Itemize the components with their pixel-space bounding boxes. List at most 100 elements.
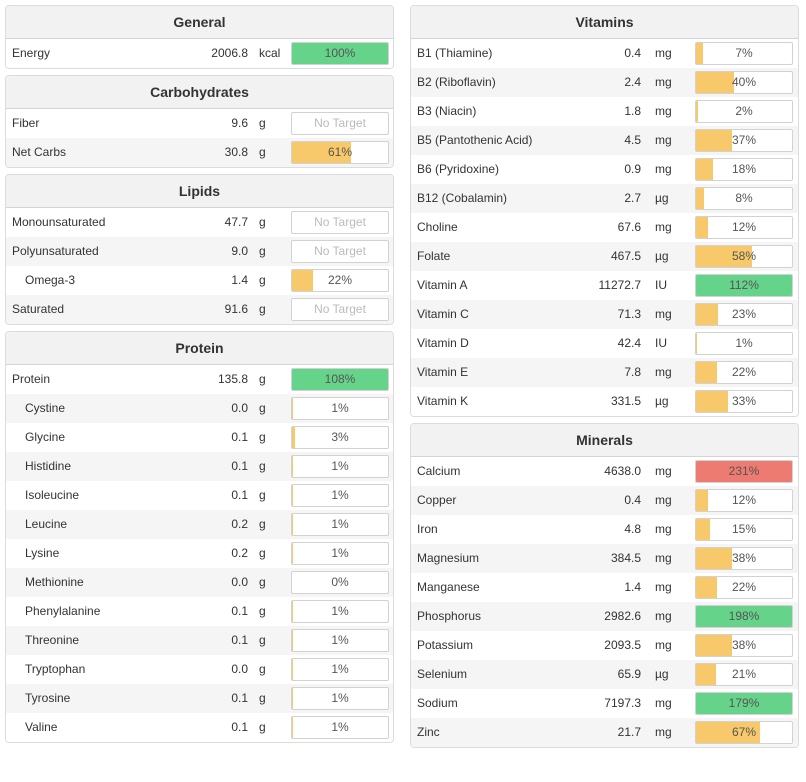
- progress-fill: [292, 398, 293, 419]
- nutrient-row[interactable]: Valine 0.1 g 1%: [6, 713, 393, 742]
- nutrient-row[interactable]: Fiber 9.6 g No Target: [6, 109, 393, 138]
- nutrient-row[interactable]: Lysine 0.2 g 1%: [6, 539, 393, 568]
- nutrient-amount: 67.6: [617, 220, 641, 234]
- nutrient-unit: mg: [655, 162, 672, 176]
- nutrient-unit: mg: [655, 464, 672, 478]
- nutrient-name: Threonine: [25, 633, 80, 647]
- nutrient-row[interactable]: Leucine 0.2 g 1%: [6, 510, 393, 539]
- nutrient-row[interactable]: Cystine 0.0 g 1%: [6, 394, 393, 423]
- nutrient-row[interactable]: Calcium 4638.0 mg 231%: [411, 457, 798, 486]
- target-progress-bar: 108%: [291, 368, 389, 391]
- nutrient-unit: mg: [655, 365, 672, 379]
- nutrient-amount: 1.4: [231, 273, 248, 287]
- nutrient-amount: 0.4: [624, 493, 641, 507]
- nutrient-row[interactable]: B12 (Cobalamin) 2.7 µg 8%: [411, 184, 798, 213]
- nutrient-row[interactable]: B2 (Riboflavin) 2.4 mg 40%: [411, 68, 798, 97]
- nutrient-row[interactable]: Histidine 0.1 g 1%: [6, 452, 393, 481]
- nutrient-row[interactable]: B3 (Niacin) 1.8 mg 2%: [411, 97, 798, 126]
- progress-label: 8%: [735, 191, 753, 205]
- nutrient-name: B6 (Pyridoxine): [417, 162, 500, 176]
- nutrient-name: Magnesium: [417, 551, 480, 565]
- nutrient-unit: g: [259, 575, 266, 589]
- nutrient-row[interactable]: Magnesium 384.5 mg 38%: [411, 544, 798, 573]
- target-progress-bar: 23%: [695, 303, 793, 326]
- nutrient-row[interactable]: Choline 67.6 mg 12%: [411, 213, 798, 242]
- carbohydrates-panel: Carbohydrates Fiber 9.6 g No Target Net Carb…: [5, 75, 394, 168]
- nutrient-row[interactable]: Copper 0.4 mg 12%: [411, 486, 798, 515]
- nutrient-row[interactable]: Potassium 2093.5 mg 38%: [411, 631, 798, 660]
- nutrient-row[interactable]: Manganese 1.4 mg 22%: [411, 573, 798, 602]
- nutrient-row[interactable]: Threonine 0.1 g 1%: [6, 626, 393, 655]
- target-progress-bar: 112%: [695, 274, 793, 297]
- nutrient-amount: 2006.8: [211, 46, 248, 60]
- nutrient-name: Histidine: [25, 459, 72, 473]
- progress-label: 1%: [331, 517, 349, 531]
- nutrient-row[interactable]: Glycine 0.1 g 3%: [6, 423, 393, 452]
- minerals-panel: Minerals Calcium 4638.0 mg 231% Copper 0.4 mg 1…: [410, 423, 799, 748]
- target-progress-bar: 198%: [695, 605, 793, 628]
- carbohydrates-rows: Fiber 9.6 g No Target Net Carbs 30.8 g 61%: [6, 109, 393, 167]
- nutrient-amount: 9.6: [231, 116, 248, 130]
- nutrient-unit: g: [259, 215, 266, 229]
- nutrient-row[interactable]: Net Carbs 30.8 g 61%: [6, 138, 393, 167]
- target-progress-bar: 12%: [695, 216, 793, 239]
- nutrient-row[interactable]: Folate 467.5 µg 58%: [411, 242, 798, 271]
- nutrient-row[interactable]: Tryptophan 0.0 g 1%: [6, 655, 393, 684]
- nutrient-amount: 0.1: [231, 633, 248, 647]
- progress-label: 67%: [731, 725, 757, 739]
- nutrient-row[interactable]: Vitamin K 331.5 µg 33%: [411, 387, 798, 416]
- progress-fill: [292, 270, 314, 291]
- nutrient-amount: 7.8: [624, 365, 641, 379]
- nutrient-row[interactable]: Saturated 91.6 g No Target: [6, 295, 393, 324]
- nutrient-amount: 0.2: [231, 546, 248, 560]
- nutrient-row[interactable]: B5 (Pantothenic Acid) 4.5 mg 37%: [411, 126, 798, 155]
- progress-fill: [696, 101, 698, 122]
- nutrient-row[interactable]: Isoleucine 0.1 g 1%: [6, 481, 393, 510]
- nutrient-row[interactable]: Omega-3 1.4 g 22%: [6, 266, 393, 295]
- nutrient-row[interactable]: Methionine 0.0 g 0%: [6, 568, 393, 597]
- nutrient-row[interactable]: B6 (Pyridoxine) 0.9 mg 18%: [411, 155, 798, 184]
- nutrient-amount: 4.8: [624, 522, 641, 536]
- nutrient-row[interactable]: Phenylalanine 0.1 g 1%: [6, 597, 393, 626]
- progress-label: No Target: [314, 244, 366, 258]
- nutrient-row[interactable]: Protein 135.8 g 108%: [6, 365, 393, 394]
- nutrient-name: Tyrosine: [25, 691, 71, 705]
- progress-label: No Target: [314, 116, 366, 130]
- progress-fill: [292, 630, 293, 651]
- nutrient-row[interactable]: B1 (Thiamine) 0.4 mg 7%: [411, 39, 798, 68]
- nutrient-row[interactable]: Monounsaturated 47.7 g No Target: [6, 208, 393, 237]
- nutrient-row[interactable]: Vitamin A 11272.7 IU 112%: [411, 271, 798, 300]
- nutrient-amount: 0.1: [231, 604, 248, 618]
- progress-label: 38%: [731, 638, 757, 652]
- nutrient-row[interactable]: Iron 4.8 mg 15%: [411, 515, 798, 544]
- vitamins-rows: B1 (Thiamine) 0.4 mg 7% B2 (Riboflavin) 2.4 mg…: [411, 39, 798, 416]
- nutrient-name: Tryptophan: [25, 662, 86, 676]
- nutrient-unit: mg: [655, 580, 672, 594]
- nutrient-unit: mg: [655, 104, 672, 118]
- progress-fill: [696, 577, 718, 598]
- progress-label: 22%: [731, 365, 757, 379]
- nutrient-row[interactable]: Phosphorus 2982.6 mg 198%: [411, 602, 798, 631]
- progress-label: 18%: [731, 162, 757, 176]
- nutrient-row[interactable]: Polyunsaturated 9.0 g No Target: [6, 237, 393, 266]
- nutrient-row[interactable]: Vitamin E 7.8 mg 22%: [411, 358, 798, 387]
- nutrient-row[interactable]: Tyrosine 0.1 g 1%: [6, 684, 393, 713]
- nutrient-name: B12 (Cobalamin): [417, 191, 508, 205]
- nutrient-row[interactable]: Energy 2006.8 kcal 100%: [6, 39, 393, 68]
- target-progress-bar: 37%: [695, 129, 793, 152]
- progress-label: 198%: [728, 609, 760, 623]
- progress-label: 112%: [729, 278, 759, 292]
- nutrient-row[interactable]: Zinc 21.7 mg 67%: [411, 718, 798, 747]
- target-progress-bar: No Target: [291, 240, 389, 263]
- target-progress-bar: No Target: [291, 211, 389, 234]
- nutrient-name: Methionine: [25, 575, 84, 589]
- nutrient-name: Choline: [417, 220, 458, 234]
- nutrient-row[interactable]: Selenium 65.9 µg 21%: [411, 660, 798, 689]
- nutrient-row[interactable]: Vitamin C 71.3 mg 23%: [411, 300, 798, 329]
- nutrient-amount: 21.7: [617, 725, 641, 739]
- nutrient-row[interactable]: Sodium 7197.3 mg 179%: [411, 689, 798, 718]
- nutrient-row[interactable]: Vitamin D 42.4 IU 1%: [411, 329, 798, 358]
- nutrient-unit: g: [259, 720, 266, 734]
- nutrient-name: Vitamin A: [417, 278, 468, 292]
- nutrient-name: Potassium: [417, 638, 474, 652]
